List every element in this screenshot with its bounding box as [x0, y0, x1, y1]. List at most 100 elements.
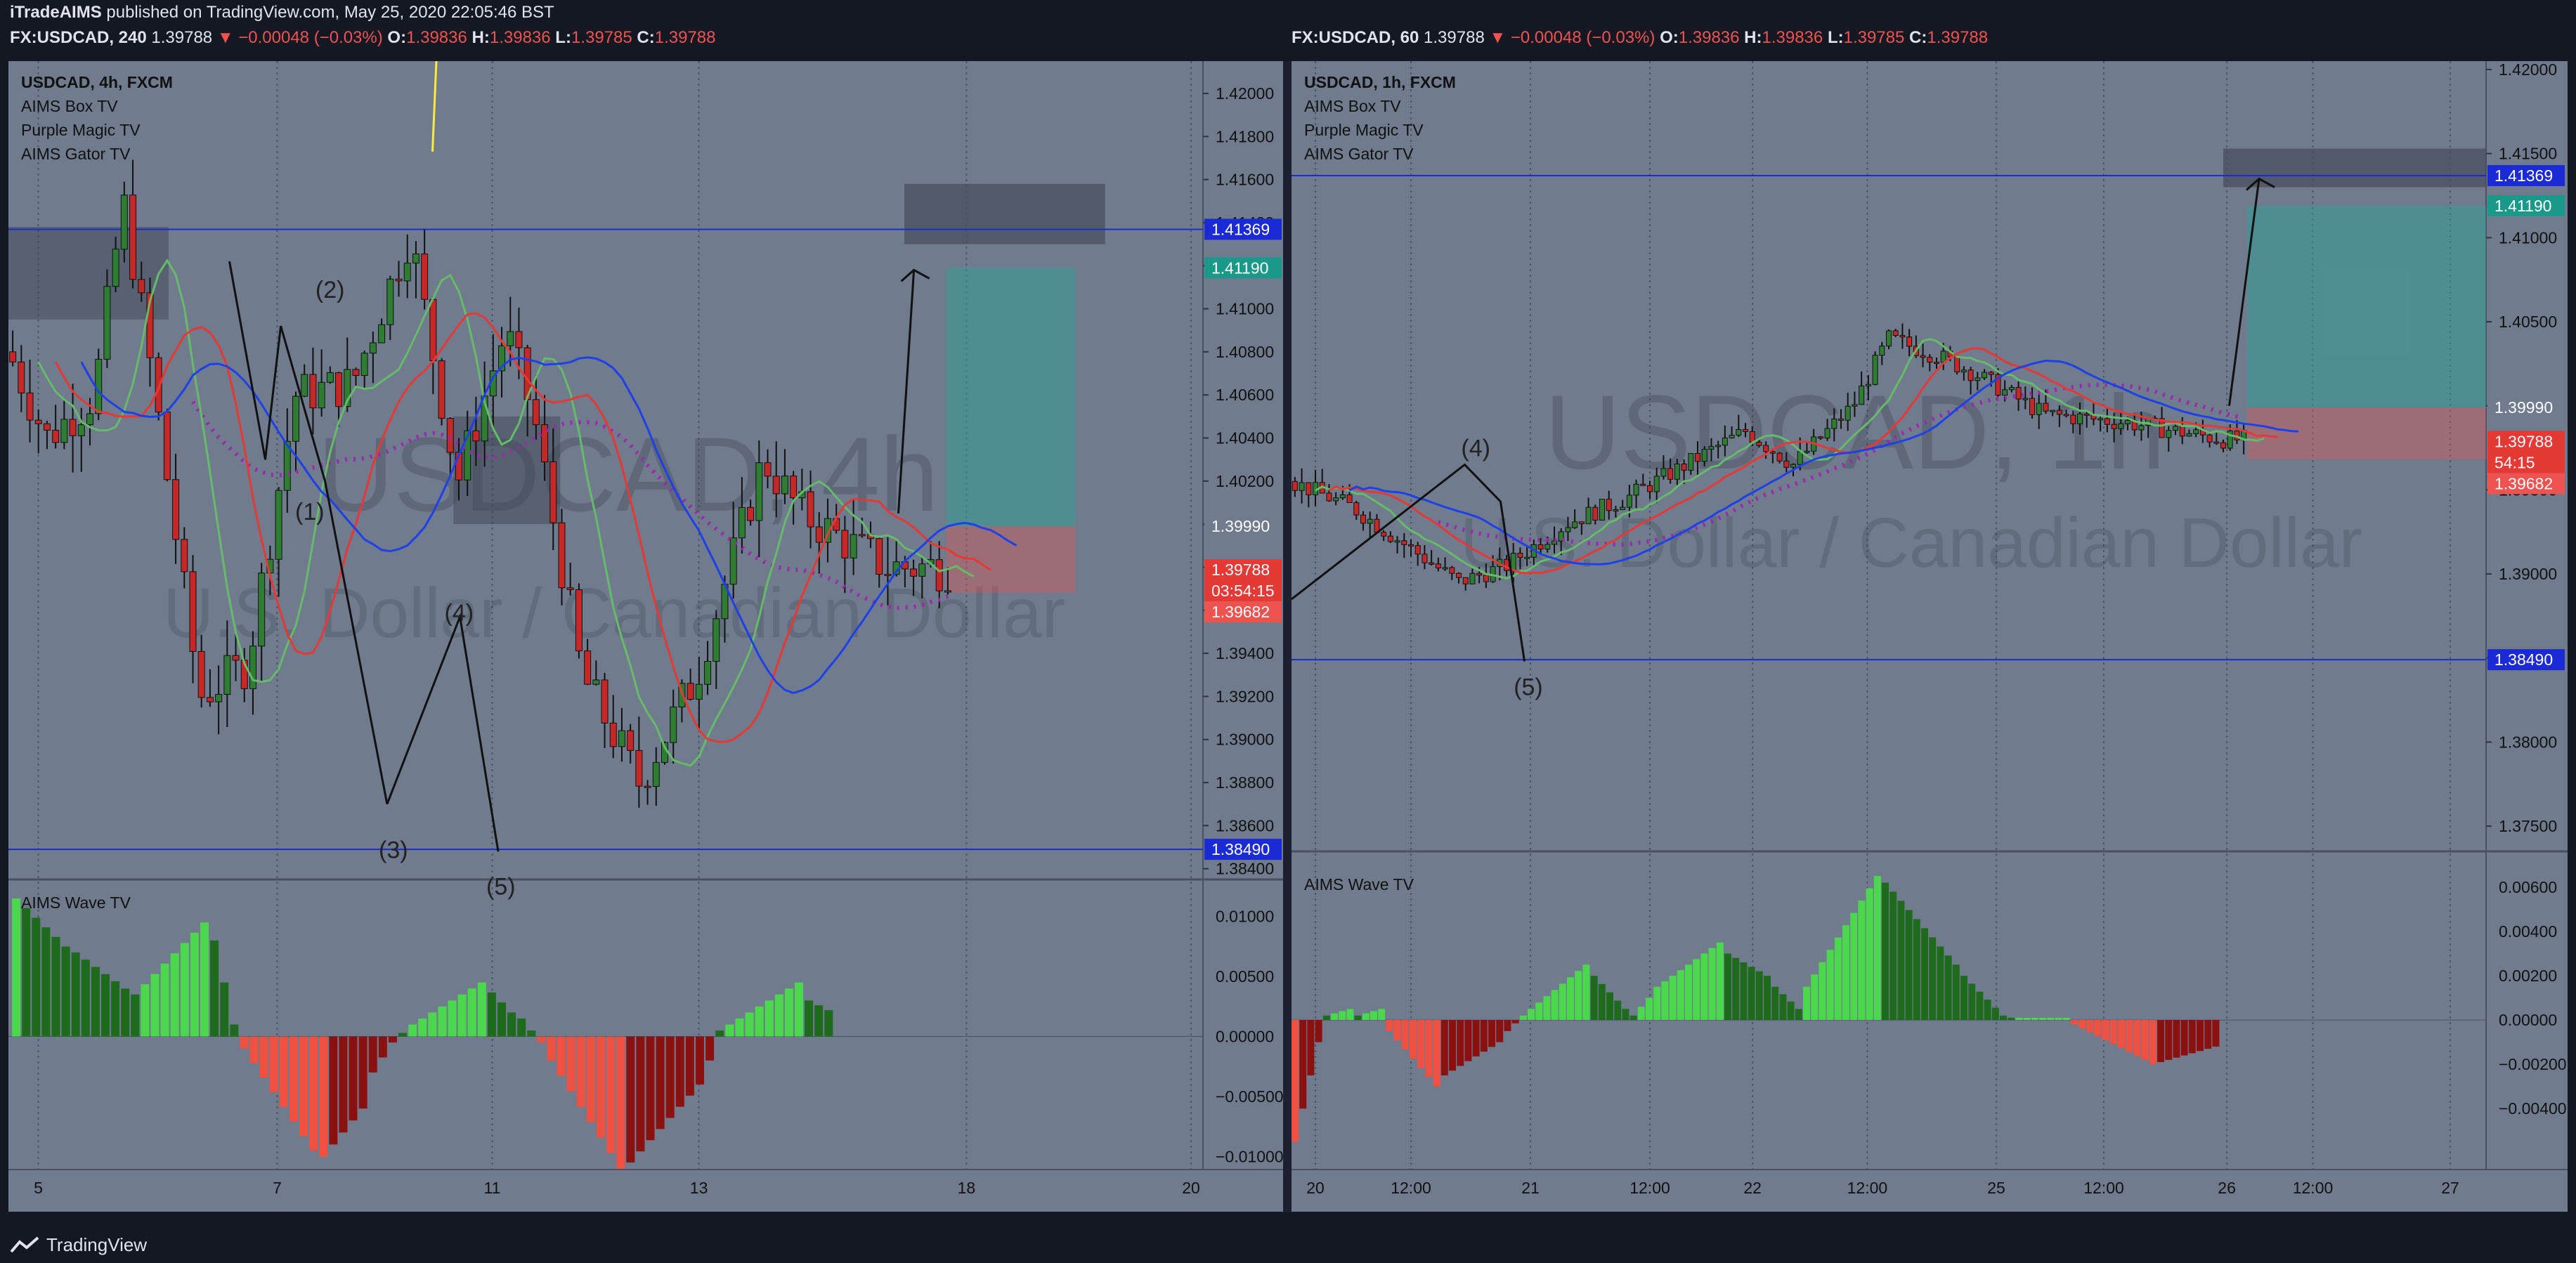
candle-down — [395, 278, 403, 282]
candle-down — [438, 360, 445, 419]
osc-bar — [1449, 1020, 1456, 1071]
candle-down — [1401, 540, 1407, 545]
osc-bar — [249, 1036, 259, 1064]
osc-bar — [1944, 955, 1952, 1021]
candle-up — [412, 253, 419, 264]
osc-bar — [141, 984, 150, 1037]
candle-down — [472, 430, 480, 442]
osc-bar — [1646, 997, 1653, 1021]
osc-tick-label: 0.00000 — [2499, 1011, 2557, 1029]
pane-divider[interactable] — [1283, 61, 1292, 1212]
osc-bar — [527, 1030, 536, 1037]
candle-down — [1817, 436, 1823, 439]
osc-bar — [418, 1018, 427, 1037]
osc-bar — [378, 1036, 387, 1058]
osc-bar — [1393, 1020, 1401, 1040]
right-chart-svg[interactable]: USDCAD, 1hU.S. Dollar / Canadian Dollar(… — [1291, 60, 2568, 1212]
osc-bar — [765, 1000, 774, 1037]
left-legend: USDCAD, 4h, FXCM AIMS Box TV Purple Magi… — [21, 70, 173, 166]
left-chart-panel[interactable]: USDCAD, 4h U.S. Dollar / Canadian Dollar(… — [8, 0, 1774, 1212]
candle-down — [1927, 357, 1933, 363]
time-tick-label: 12:00 — [2293, 1179, 2334, 1197]
candle-up — [1613, 509, 1619, 512]
candle-up — [301, 374, 308, 397]
osc-bar — [685, 1036, 694, 1096]
tradingview-logo[interactable]: TradingView — [10, 1234, 147, 1256]
price-tick-label: 1.41800 — [1216, 127, 1274, 145]
osc-bar — [1771, 986, 1779, 1021]
left-chart-svg[interactable]: USDCAD, 4hU.S. Dollar / Canadian Dollar(… — [8, 0, 1774, 1212]
candle-up — [386, 278, 394, 325]
candle-up — [507, 331, 514, 346]
osc-bar — [1897, 901, 1905, 1021]
osc-bar — [2047, 1017, 2055, 1021]
osc-bar — [2126, 1020, 2133, 1052]
osc-bar — [358, 1036, 367, 1109]
purple-magic-line — [1438, 382, 2244, 547]
osc-bar — [1826, 950, 1834, 1021]
time-tick-label: 13 — [690, 1179, 708, 1197]
time-tick-label: 25 — [1987, 1179, 2005, 1197]
candle-up — [1552, 540, 1557, 545]
osc-bar — [2197, 1020, 2204, 1052]
price-tick-label: 1.42000 — [1216, 84, 1274, 103]
candle-down — [1920, 355, 1926, 358]
osc-bar — [220, 982, 229, 1037]
osc-bar — [81, 960, 90, 1037]
osc-bar — [2039, 1017, 2046, 1021]
price-tag: 1.39788 — [1204, 559, 1282, 581]
candle-down — [2056, 410, 2062, 415]
candle-down — [2179, 426, 2185, 437]
wave-line-23 — [324, 480, 389, 804]
osc-bar — [2079, 1020, 2086, 1028]
osc-tick-label: −0.01000 — [1216, 1147, 1283, 1165]
target-arrow — [897, 270, 916, 513]
osc-bar — [438, 1006, 447, 1037]
osc-bar — [1386, 1020, 1393, 1031]
candle-down — [155, 357, 162, 413]
price-tag-text: 54:15 — [2494, 453, 2535, 471]
osc-bar — [597, 1036, 605, 1138]
price-tag-bg — [1204, 218, 1282, 240]
osc-bar — [1882, 882, 1889, 1021]
osc-bar — [606, 1036, 616, 1153]
right-osc-legend: AIMS Wave TV — [1304, 872, 1414, 896]
tradingview-brand: TradingView — [46, 1234, 148, 1255]
candle-down — [687, 683, 694, 700]
osc-bar — [1575, 971, 1582, 1021]
osc-bar — [71, 952, 80, 1037]
price-tick-label: 1.41500 — [2499, 145, 2557, 163]
candle-down — [18, 361, 25, 393]
right-symbol-line: FX:USDCAD, 60 1.39788 ▼ −0.00048 (−0.03%… — [1292, 28, 1989, 47]
candle-down — [1422, 554, 1428, 563]
right-open: 1.39836 — [1678, 28, 1740, 47]
candle-up — [850, 534, 857, 558]
candle-down — [1592, 506, 1599, 521]
candle-up — [1299, 482, 1305, 491]
osc-bar — [2102, 1020, 2109, 1040]
right-chart-panel[interactable]: USDCAD, 1h U.S. Dollar / Canadian Dollar(… — [1291, 60, 2568, 1212]
candle-down — [747, 506, 755, 521]
candle-up — [1722, 437, 1728, 446]
candle-down — [2015, 387, 2022, 400]
candle-up — [592, 679, 600, 685]
price-tag-bg — [1204, 580, 1282, 602]
osc-bar — [1653, 986, 1661, 1021]
osc-bar — [2173, 1020, 2180, 1058]
gator-teeth-red — [54, 312, 991, 743]
wave-label: (5) — [486, 873, 516, 900]
candle-down — [138, 279, 145, 294]
price-tag-bg — [2487, 165, 2565, 187]
right-symbol: FX:USDCAD, 60 — [1292, 28, 1419, 47]
candle-up — [1729, 435, 1735, 438]
osc-bar — [1457, 1020, 1464, 1066]
osc-bar — [2023, 1017, 2031, 1021]
candle-down — [807, 491, 814, 528]
candle-down — [1306, 482, 1312, 495]
osc-bar — [1779, 994, 1787, 1021]
candle-down — [197, 650, 205, 698]
candle-down — [352, 369, 360, 376]
candle-up — [1865, 384, 1871, 386]
candle-down — [1326, 492, 1332, 502]
osc-bar — [636, 1036, 645, 1152]
